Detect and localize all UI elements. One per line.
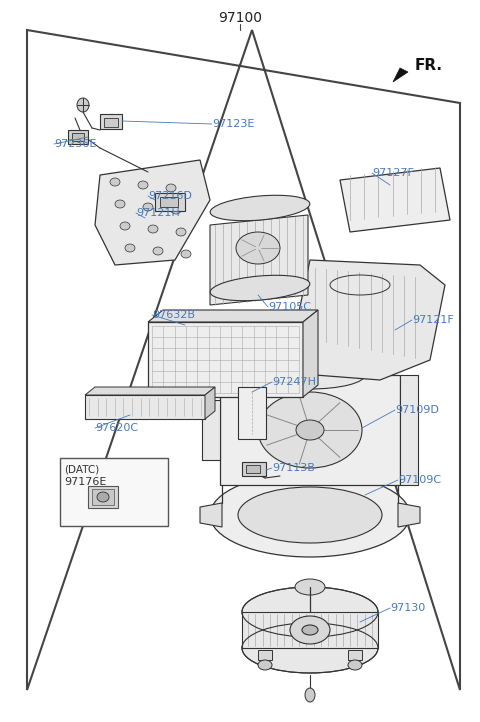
Ellipse shape: [176, 228, 186, 236]
Ellipse shape: [238, 487, 382, 543]
Bar: [202, 400, 220, 460]
Bar: [238, 387, 266, 439]
Ellipse shape: [210, 195, 310, 221]
Bar: [88, 486, 118, 508]
Polygon shape: [148, 310, 318, 322]
Ellipse shape: [110, 178, 120, 186]
Bar: [246, 465, 260, 473]
Ellipse shape: [302, 625, 318, 635]
Text: 97127F: 97127F: [372, 168, 414, 178]
Polygon shape: [27, 30, 460, 690]
Ellipse shape: [181, 250, 191, 258]
Text: 97121F: 97121F: [412, 315, 454, 325]
Bar: [242, 462, 266, 476]
Polygon shape: [205, 387, 215, 419]
Text: 97113B: 97113B: [272, 463, 315, 473]
Ellipse shape: [171, 206, 181, 214]
Ellipse shape: [153, 247, 163, 255]
Ellipse shape: [242, 587, 378, 637]
Bar: [104, 118, 118, 127]
Ellipse shape: [210, 473, 410, 557]
Bar: [348, 650, 362, 660]
Ellipse shape: [210, 275, 310, 301]
Ellipse shape: [143, 203, 153, 211]
Bar: [60, 458, 168, 526]
Bar: [220, 375, 400, 485]
Ellipse shape: [77, 98, 89, 112]
Ellipse shape: [295, 579, 325, 595]
Text: 97216D: 97216D: [148, 191, 192, 201]
Polygon shape: [398, 503, 420, 527]
Text: 97632B: 97632B: [152, 310, 195, 320]
Text: FR.: FR.: [415, 58, 443, 72]
Text: 97620C: 97620C: [95, 423, 138, 433]
Polygon shape: [210, 215, 308, 305]
Ellipse shape: [115, 200, 125, 208]
Polygon shape: [340, 168, 450, 232]
Ellipse shape: [242, 623, 378, 673]
Ellipse shape: [166, 184, 176, 192]
Text: 97109C: 97109C: [398, 475, 441, 485]
Ellipse shape: [290, 616, 330, 644]
Text: (DATC): (DATC): [64, 465, 99, 475]
Polygon shape: [393, 68, 408, 82]
Polygon shape: [85, 387, 215, 395]
Ellipse shape: [305, 688, 315, 702]
Bar: [400, 375, 418, 485]
Bar: [92, 489, 114, 505]
Ellipse shape: [306, 451, 314, 459]
Ellipse shape: [236, 232, 280, 264]
Text: 97109D: 97109D: [395, 405, 439, 415]
Text: 97247H: 97247H: [272, 377, 316, 387]
Ellipse shape: [348, 660, 362, 670]
Polygon shape: [200, 503, 222, 527]
Bar: [72, 133, 84, 141]
Ellipse shape: [120, 222, 130, 230]
Polygon shape: [95, 160, 210, 265]
Text: 97121H: 97121H: [136, 208, 180, 218]
Bar: [100, 114, 122, 129]
Text: 97105C: 97105C: [268, 302, 311, 312]
Text: 97236E: 97236E: [54, 139, 96, 149]
Ellipse shape: [97, 492, 109, 502]
Bar: [85, 395, 205, 419]
Bar: [242, 612, 378, 648]
Polygon shape: [295, 260, 445, 380]
Bar: [160, 197, 178, 207]
Text: 97100: 97100: [218, 11, 262, 25]
Ellipse shape: [258, 392, 362, 468]
Ellipse shape: [125, 244, 135, 252]
Text: 97130: 97130: [390, 603, 425, 613]
Ellipse shape: [255, 361, 365, 389]
Text: 97123E: 97123E: [212, 119, 254, 129]
Ellipse shape: [138, 181, 148, 189]
Bar: [148, 322, 303, 397]
Polygon shape: [303, 310, 318, 397]
Ellipse shape: [258, 660, 272, 670]
Bar: [258, 650, 272, 660]
Ellipse shape: [148, 225, 158, 233]
Bar: [155, 193, 185, 211]
Bar: [68, 130, 88, 144]
Ellipse shape: [296, 420, 324, 440]
Text: 97176E: 97176E: [64, 477, 107, 487]
